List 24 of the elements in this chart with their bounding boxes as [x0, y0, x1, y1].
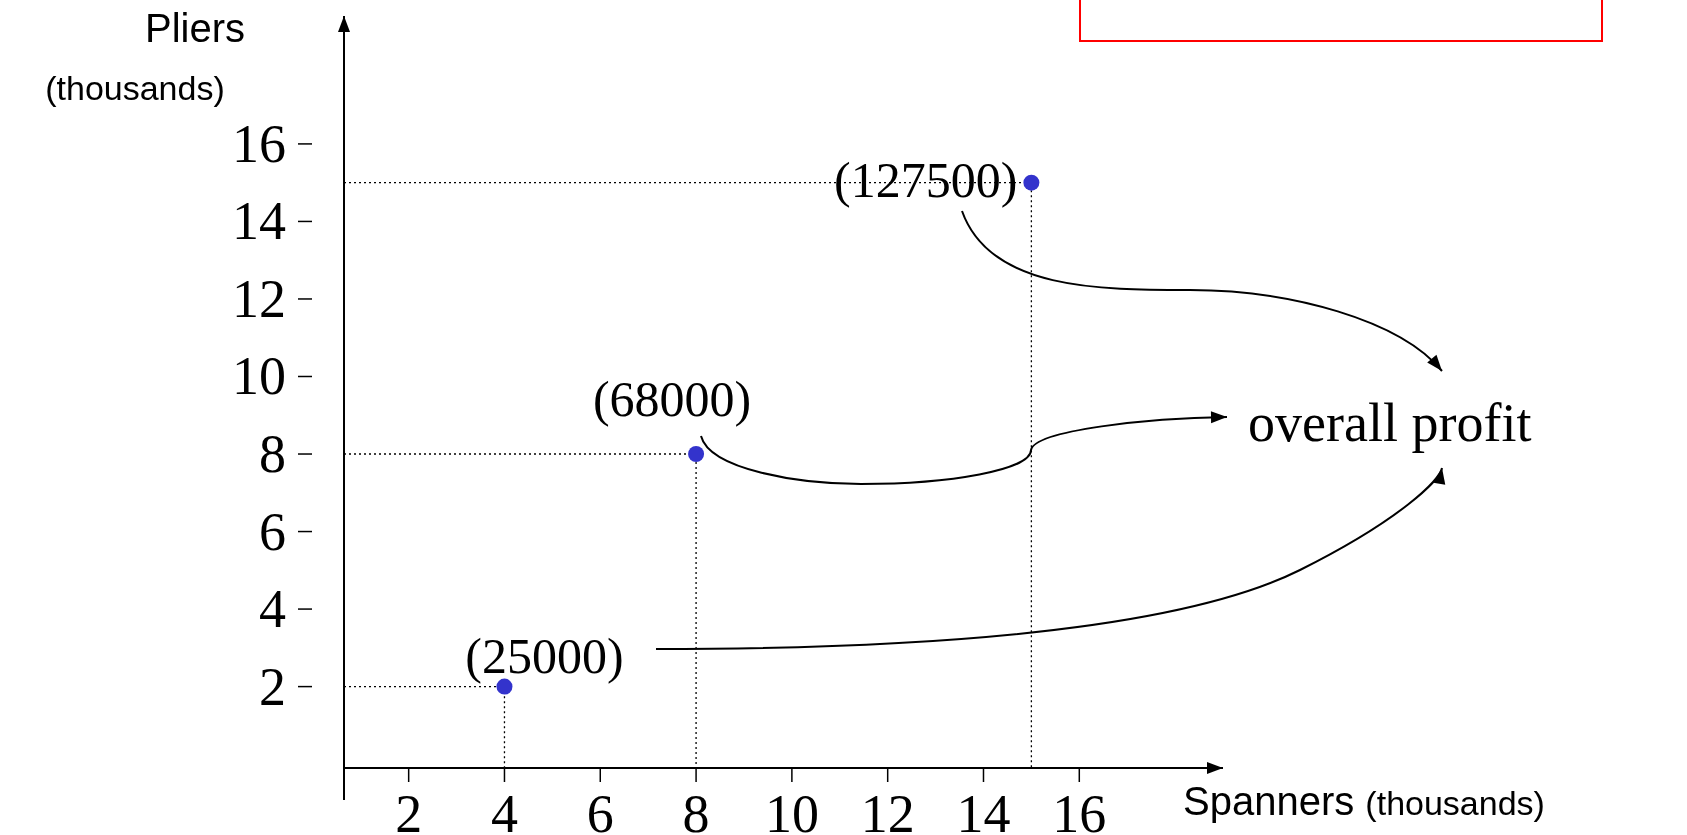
y-tick-label: 4 — [259, 579, 286, 640]
text: overall profit — [1248, 393, 1532, 453]
point — [688, 446, 705, 463]
x-tick-label: 6 — [586, 784, 614, 835]
annotation: (68000) — [592, 371, 752, 428]
y-tick-label: 12 — [232, 268, 286, 329]
x-tick-label: 8 — [682, 784, 710, 835]
point — [1023, 174, 1040, 191]
x-tick-label: 12 — [860, 784, 915, 835]
x-tick-label: 14 — [956, 784, 1011, 835]
y-tick-label: 6 — [259, 501, 286, 562]
annotation: (25000) — [465, 627, 624, 684]
y-tick-label: 10 — [232, 346, 286, 407]
x-tick-label: 16 — [1052, 784, 1107, 835]
y-tick-label: 8 — [259, 424, 286, 485]
annotation: (127500) — [834, 151, 1018, 208]
x-tick-label: 4 — [490, 784, 518, 835]
x-axis-title: Spanners (thousands) — [1183, 779, 1545, 823]
y-tick-label: 16 — [232, 113, 286, 174]
y-tick-label: 2 — [259, 656, 286, 717]
y-tick-label: 14 — [232, 191, 286, 252]
y-axis-title: Pliers (thousands) — [45, 6, 246, 107]
x-tick-label: 10 — [764, 784, 819, 835]
x-tick-label: 2 — [395, 784, 423, 835]
